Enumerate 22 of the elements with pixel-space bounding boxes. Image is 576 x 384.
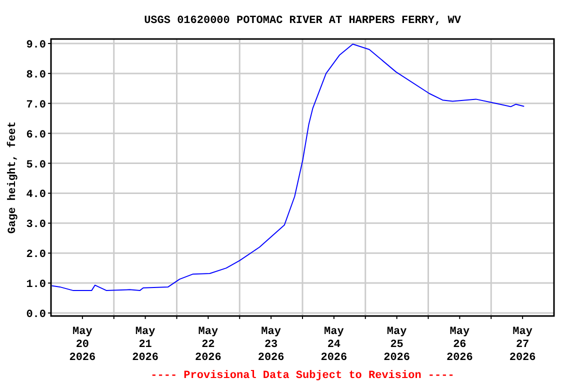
x-tick-label: May 26 2026 (446, 326, 473, 364)
chart-title: USGS 01620000 POTOMAC RIVER AT HARPERS FERRY, WV (144, 15, 462, 27)
y-tick-label: 0.0 (26, 309, 46, 322)
line-series (51, 44, 525, 292)
y-tick-label: 5.0 (26, 159, 46, 172)
y-tick-label: 9.0 (26, 39, 46, 52)
y-tick-label: 8.0 (26, 69, 46, 82)
y-axis-title: Gage height, feet (6, 121, 19, 234)
y-tick-label: 2.0 (26, 249, 46, 262)
x-tick-label: May 21 2026 (132, 326, 159, 364)
y-tick-label: 1.0 (26, 279, 46, 292)
x-tick-label: May 23 2026 (258, 326, 284, 364)
y-tick-label: 3.0 (26, 219, 46, 232)
y-tick-label: 6.0 (26, 129, 46, 142)
x-tick-label: May 24 2026 (320, 326, 348, 364)
x-tick-label: May 22 2026 (194, 326, 222, 364)
text: ---- Provisional Data Subject to Revision ---- (150, 370, 454, 382)
x-tick-label: May 27 2026 (509, 326, 536, 364)
x-tick-label: May 25 2026 (384, 326, 410, 364)
x-tick-label: May 20 2026 (69, 326, 96, 364)
y-tick-label: 7.0 (26, 99, 46, 112)
y-tick-label: 4.0 (26, 189, 46, 202)
